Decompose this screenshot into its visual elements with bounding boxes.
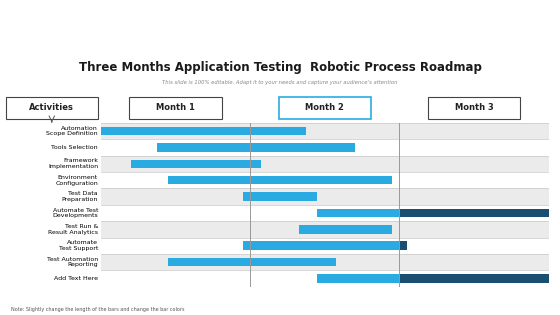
FancyBboxPatch shape xyxy=(129,97,222,119)
FancyBboxPatch shape xyxy=(6,97,98,119)
Text: Month 1: Month 1 xyxy=(156,103,195,112)
Text: Note: Slightly change the length of the bars and change the bar colors: Note: Slightly change the length of the … xyxy=(11,307,185,312)
Bar xyxy=(101,123,549,139)
Bar xyxy=(101,172,549,188)
Bar xyxy=(101,156,549,172)
Bar xyxy=(242,241,399,250)
Text: Month 3: Month 3 xyxy=(455,103,493,112)
Bar xyxy=(101,127,306,135)
Bar xyxy=(101,221,549,238)
FancyBboxPatch shape xyxy=(428,97,520,119)
Bar xyxy=(298,225,392,234)
Bar xyxy=(399,241,407,250)
Bar xyxy=(101,205,549,221)
Bar xyxy=(157,143,354,152)
Text: Three Months Application Testing  Robotic Process Roadmap: Three Months Application Testing Robotic… xyxy=(78,61,482,74)
Bar xyxy=(168,258,336,266)
Bar xyxy=(101,139,549,156)
Text: Month 2: Month 2 xyxy=(305,103,344,112)
FancyBboxPatch shape xyxy=(278,97,371,119)
Bar xyxy=(399,209,549,217)
Bar xyxy=(101,254,549,270)
Bar xyxy=(399,274,549,283)
Text: This slide is 100% editable. Adapt it to your needs and capture your audience’s : This slide is 100% editable. Adapt it to… xyxy=(162,80,398,85)
Bar xyxy=(130,159,262,168)
Bar xyxy=(101,270,549,287)
Bar xyxy=(101,188,549,205)
Text: Activities: Activities xyxy=(29,103,74,112)
Bar xyxy=(101,238,549,254)
Bar xyxy=(318,209,399,217)
Bar xyxy=(242,192,318,201)
Bar xyxy=(168,176,392,185)
Bar xyxy=(318,274,399,283)
